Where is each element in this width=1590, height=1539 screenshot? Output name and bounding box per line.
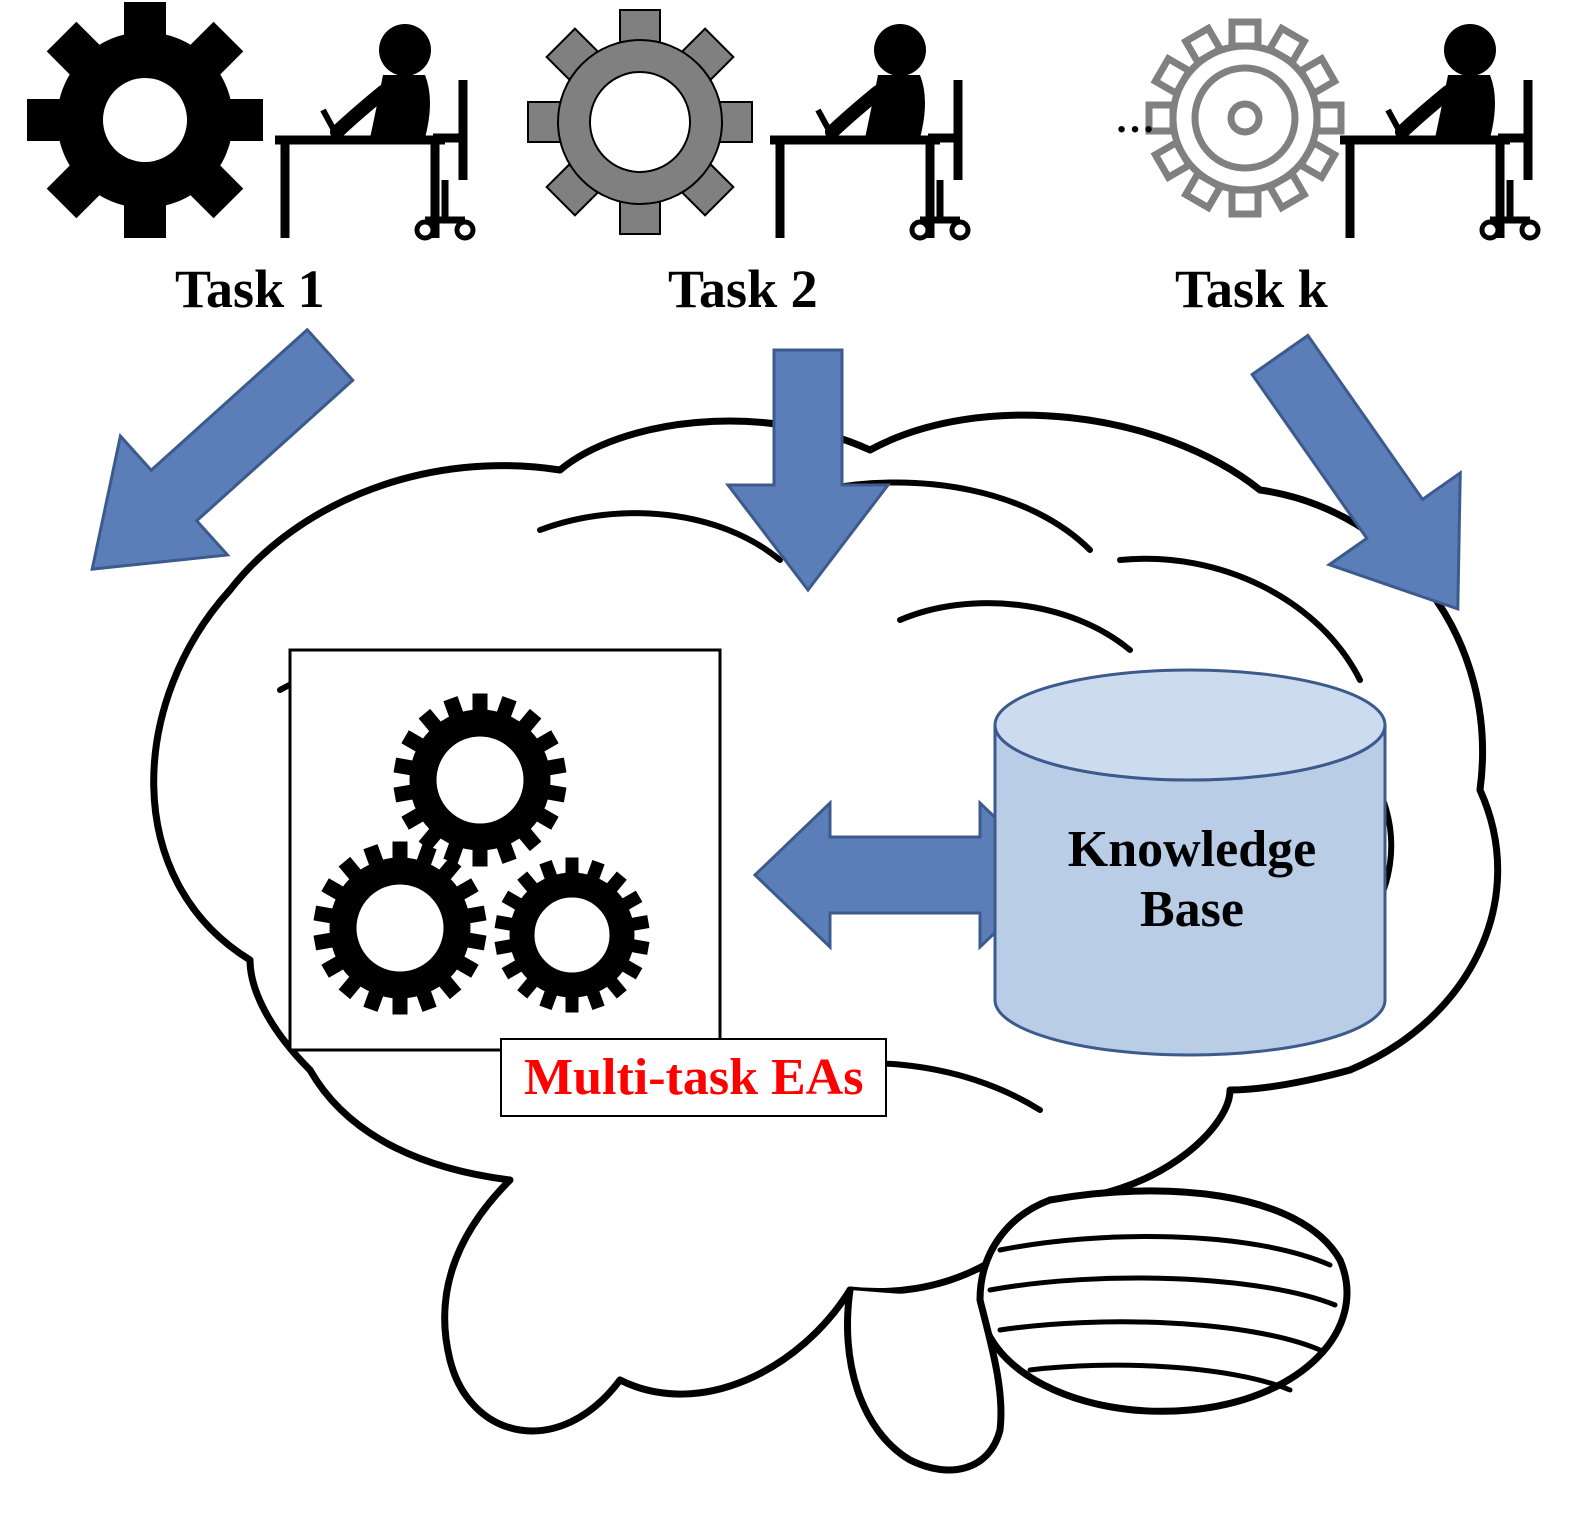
diagram-canvas: … Task 1 Task 2 Task k (0, 0, 1590, 1539)
knowledge-base-cylinder (0, 0, 1590, 1539)
multitask-eas-label: Multi-task EAs (500, 1038, 887, 1117)
knowledge-base-label: Knowledge Base (1062, 820, 1322, 940)
kb-label-line1: Knowledge (1068, 821, 1316, 878)
kb-label-line2: Base (1140, 881, 1244, 938)
